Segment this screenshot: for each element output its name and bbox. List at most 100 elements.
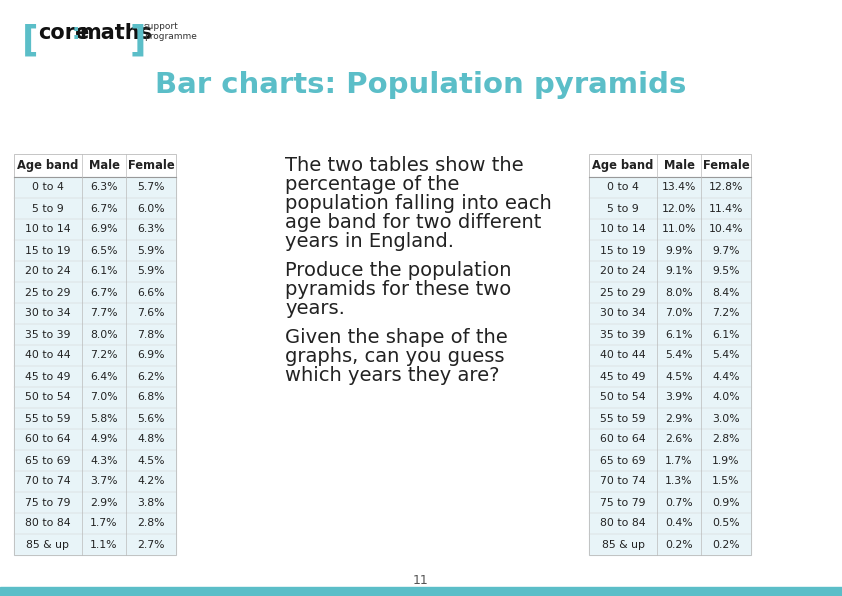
Bar bbox=[14, 303, 176, 324]
Text: 2.8%: 2.8% bbox=[712, 434, 740, 445]
Text: 55 to 59: 55 to 59 bbox=[25, 414, 71, 424]
Text: 65 to 69: 65 to 69 bbox=[600, 455, 646, 465]
Text: 6.7%: 6.7% bbox=[90, 203, 118, 213]
Text: 6.9%: 6.9% bbox=[90, 225, 118, 234]
Bar bbox=[14, 324, 176, 345]
Text: 6.1%: 6.1% bbox=[712, 330, 740, 340]
Text: 0 to 4: 0 to 4 bbox=[32, 182, 64, 193]
Text: 75 to 79: 75 to 79 bbox=[25, 498, 71, 508]
Text: 80 to 84: 80 to 84 bbox=[25, 519, 71, 529]
Text: 8.4%: 8.4% bbox=[712, 287, 740, 297]
Text: 65 to 69: 65 to 69 bbox=[25, 455, 71, 465]
Text: 4.3%: 4.3% bbox=[90, 455, 118, 465]
Text: graphs, can you guess: graphs, can you guess bbox=[285, 347, 504, 366]
Text: support
programme: support programme bbox=[144, 22, 197, 41]
Text: 30 to 34: 30 to 34 bbox=[25, 309, 71, 318]
Text: 2.7%: 2.7% bbox=[137, 539, 165, 550]
Bar bbox=[14, 177, 176, 198]
Text: 7.2%: 7.2% bbox=[712, 309, 740, 318]
Bar bbox=[589, 450, 751, 471]
Text: 2.9%: 2.9% bbox=[665, 414, 693, 424]
Text: pyramids for these two: pyramids for these two bbox=[285, 280, 511, 299]
Text: 0 to 4: 0 to 4 bbox=[607, 182, 639, 193]
Text: 50 to 54: 50 to 54 bbox=[25, 393, 71, 402]
Text: 5 to 9: 5 to 9 bbox=[32, 203, 64, 213]
Text: 7.0%: 7.0% bbox=[90, 393, 118, 402]
Text: 2.8%: 2.8% bbox=[137, 519, 165, 529]
Text: Age band: Age band bbox=[592, 159, 653, 172]
Text: 1.1%: 1.1% bbox=[90, 539, 118, 550]
Text: 11.4%: 11.4% bbox=[709, 203, 743, 213]
Text: 10.4%: 10.4% bbox=[709, 225, 743, 234]
Text: 4.5%: 4.5% bbox=[137, 455, 165, 465]
Text: Female: Female bbox=[703, 159, 749, 172]
Text: age band for two different: age band for two different bbox=[285, 213, 541, 232]
Bar bbox=[0, 587, 842, 596]
Text: 5.4%: 5.4% bbox=[712, 350, 740, 361]
Text: 0.2%: 0.2% bbox=[665, 539, 693, 550]
Text: 6.3%: 6.3% bbox=[137, 225, 165, 234]
Text: core: core bbox=[38, 23, 89, 43]
Text: Age band: Age band bbox=[18, 159, 78, 172]
Bar bbox=[14, 154, 176, 555]
Text: 5.4%: 5.4% bbox=[665, 350, 693, 361]
Text: 6.4%: 6.4% bbox=[90, 371, 118, 381]
Text: 10 to 14: 10 to 14 bbox=[600, 225, 646, 234]
Text: 4.8%: 4.8% bbox=[137, 434, 165, 445]
Text: 2.9%: 2.9% bbox=[90, 498, 118, 508]
Text: 6.3%: 6.3% bbox=[90, 182, 118, 193]
Text: 60 to 64: 60 to 64 bbox=[600, 434, 646, 445]
Text: 10 to 14: 10 to 14 bbox=[25, 225, 71, 234]
Text: 11: 11 bbox=[413, 573, 429, 586]
Text: Male: Male bbox=[88, 159, 120, 172]
Text: 35 to 39: 35 to 39 bbox=[25, 330, 71, 340]
Text: 60 to 64: 60 to 64 bbox=[25, 434, 71, 445]
Bar bbox=[589, 345, 751, 366]
Text: 40 to 44: 40 to 44 bbox=[600, 350, 646, 361]
Text: 25 to 29: 25 to 29 bbox=[600, 287, 646, 297]
Text: 2.6%: 2.6% bbox=[665, 434, 693, 445]
Bar bbox=[589, 366, 751, 387]
Text: 75 to 79: 75 to 79 bbox=[600, 498, 646, 508]
Text: 9.5%: 9.5% bbox=[712, 266, 740, 277]
Text: 12.0%: 12.0% bbox=[662, 203, 696, 213]
Text: 1.3%: 1.3% bbox=[665, 476, 693, 486]
Text: ]: ] bbox=[130, 24, 147, 58]
Bar bbox=[14, 240, 176, 261]
Text: Female: Female bbox=[128, 159, 174, 172]
Text: 55 to 59: 55 to 59 bbox=[600, 414, 646, 424]
Text: 85 & up: 85 & up bbox=[601, 539, 644, 550]
Text: 15 to 19: 15 to 19 bbox=[25, 246, 71, 256]
Bar bbox=[14, 282, 176, 303]
Text: 6.1%: 6.1% bbox=[665, 330, 693, 340]
Bar bbox=[14, 534, 176, 555]
Text: 0.2%: 0.2% bbox=[712, 539, 740, 550]
Text: 9.7%: 9.7% bbox=[712, 246, 740, 256]
Text: 5 to 9: 5 to 9 bbox=[607, 203, 639, 213]
Text: Given the shape of the: Given the shape of the bbox=[285, 328, 508, 347]
Text: 3.9%: 3.9% bbox=[665, 393, 693, 402]
Text: 35 to 39: 35 to 39 bbox=[600, 330, 646, 340]
Text: 6.6%: 6.6% bbox=[137, 287, 165, 297]
Text: 6.9%: 6.9% bbox=[137, 350, 165, 361]
Bar bbox=[589, 177, 751, 198]
Bar bbox=[589, 534, 751, 555]
Text: 85 & up: 85 & up bbox=[26, 539, 70, 550]
Text: 6.7%: 6.7% bbox=[90, 287, 118, 297]
Text: percentage of the: percentage of the bbox=[285, 175, 460, 194]
Bar bbox=[589, 154, 751, 177]
Text: 6.2%: 6.2% bbox=[137, 371, 165, 381]
Text: 1.9%: 1.9% bbox=[712, 455, 740, 465]
Text: 1.7%: 1.7% bbox=[665, 455, 693, 465]
Text: 4.4%: 4.4% bbox=[712, 371, 740, 381]
Bar bbox=[589, 282, 751, 303]
Text: 15 to 19: 15 to 19 bbox=[600, 246, 646, 256]
Bar bbox=[14, 492, 176, 513]
Text: 45 to 49: 45 to 49 bbox=[25, 371, 71, 381]
Text: 3.7%: 3.7% bbox=[90, 476, 118, 486]
Bar bbox=[14, 261, 176, 282]
Text: 6.1%: 6.1% bbox=[90, 266, 118, 277]
Text: 45 to 49: 45 to 49 bbox=[600, 371, 646, 381]
Text: which years they are?: which years they are? bbox=[285, 366, 499, 385]
Text: 20 to 24: 20 to 24 bbox=[25, 266, 71, 277]
